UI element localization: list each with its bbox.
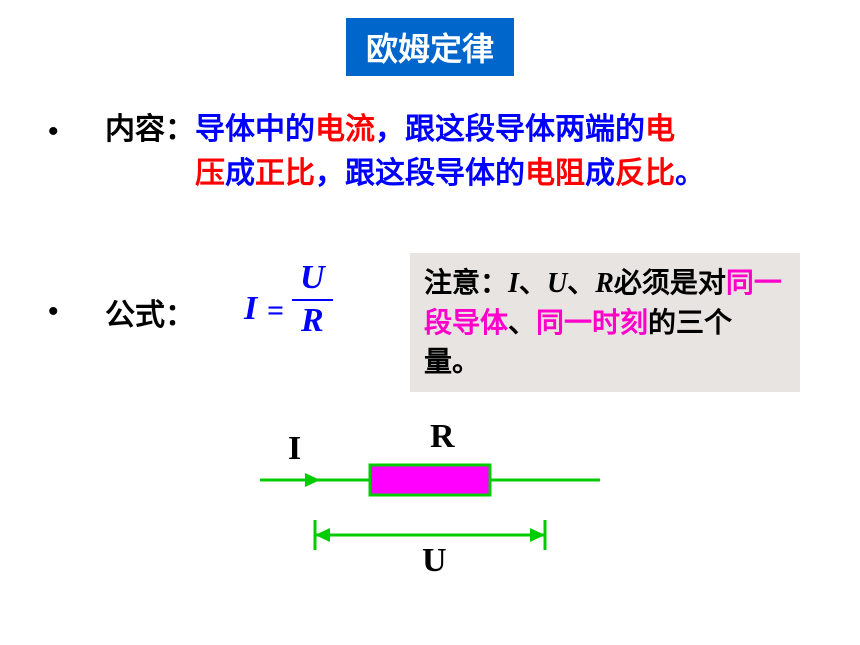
note-s1: 、 bbox=[519, 267, 547, 298]
note-I: I bbox=[508, 268, 519, 299]
note-s3: 、 bbox=[508, 307, 536, 338]
note-prefix: 注意： bbox=[424, 267, 508, 298]
title-text: 欧姆定律 bbox=[366, 31, 494, 67]
c2p2: 正比 bbox=[255, 157, 315, 190]
note-t1: 必须是对 bbox=[614, 267, 726, 298]
circuit-label-R: R bbox=[430, 418, 455, 456]
u-arrow-left-icon bbox=[315, 528, 330, 542]
circuit-label-U: U bbox=[422, 542, 447, 580]
content-label: 内容： bbox=[105, 113, 195, 146]
c2p1: 成 bbox=[225, 157, 255, 190]
formula-label: 公式： bbox=[105, 290, 195, 334]
formula-I: I bbox=[244, 290, 257, 328]
c2p5: 成 bbox=[585, 157, 615, 190]
note-s2: 、 bbox=[567, 267, 595, 298]
c1p0: 导体中的 bbox=[195, 113, 315, 146]
content-block: 内容：导体中的电流，跟这段导体两端的电 内容：压成正比，跟这段导体的电阻成反比。 bbox=[105, 108, 705, 195]
c2p4: 电阻 bbox=[525, 157, 585, 190]
c1p3: 电 bbox=[645, 113, 675, 146]
c2p6: 反比 bbox=[615, 157, 675, 190]
current-arrow-icon bbox=[305, 473, 320, 487]
note-R: R bbox=[595, 268, 614, 299]
c2p7: 。 bbox=[675, 157, 705, 190]
title-box: 欧姆定律 bbox=[346, 18, 514, 76]
formula-fraction: U R bbox=[292, 258, 333, 342]
c1p1: 电流 bbox=[315, 113, 375, 146]
note-box: 注意：I、U、R必须是对同一段导体、同一时刻的三个量。 bbox=[410, 253, 800, 392]
note-U: U bbox=[547, 268, 567, 299]
note-same-time: 同一时刻 bbox=[536, 307, 648, 338]
circuit-label-I: I bbox=[288, 430, 301, 468]
bullet-2: • bbox=[48, 295, 59, 329]
c1p2: ，跟这段导体两端的 bbox=[375, 113, 645, 146]
c2p3: ，跟这段导体的 bbox=[315, 157, 525, 190]
formula-eq: = bbox=[267, 294, 284, 328]
c2p0: 压 bbox=[195, 157, 225, 190]
resistor-box bbox=[370, 465, 490, 495]
circuit-diagram: I R U bbox=[250, 410, 610, 610]
formula-U: U bbox=[292, 258, 333, 301]
u-arrow-right-icon bbox=[530, 528, 545, 542]
formula-R: R bbox=[292, 301, 333, 342]
bullet-1: • bbox=[48, 115, 59, 149]
